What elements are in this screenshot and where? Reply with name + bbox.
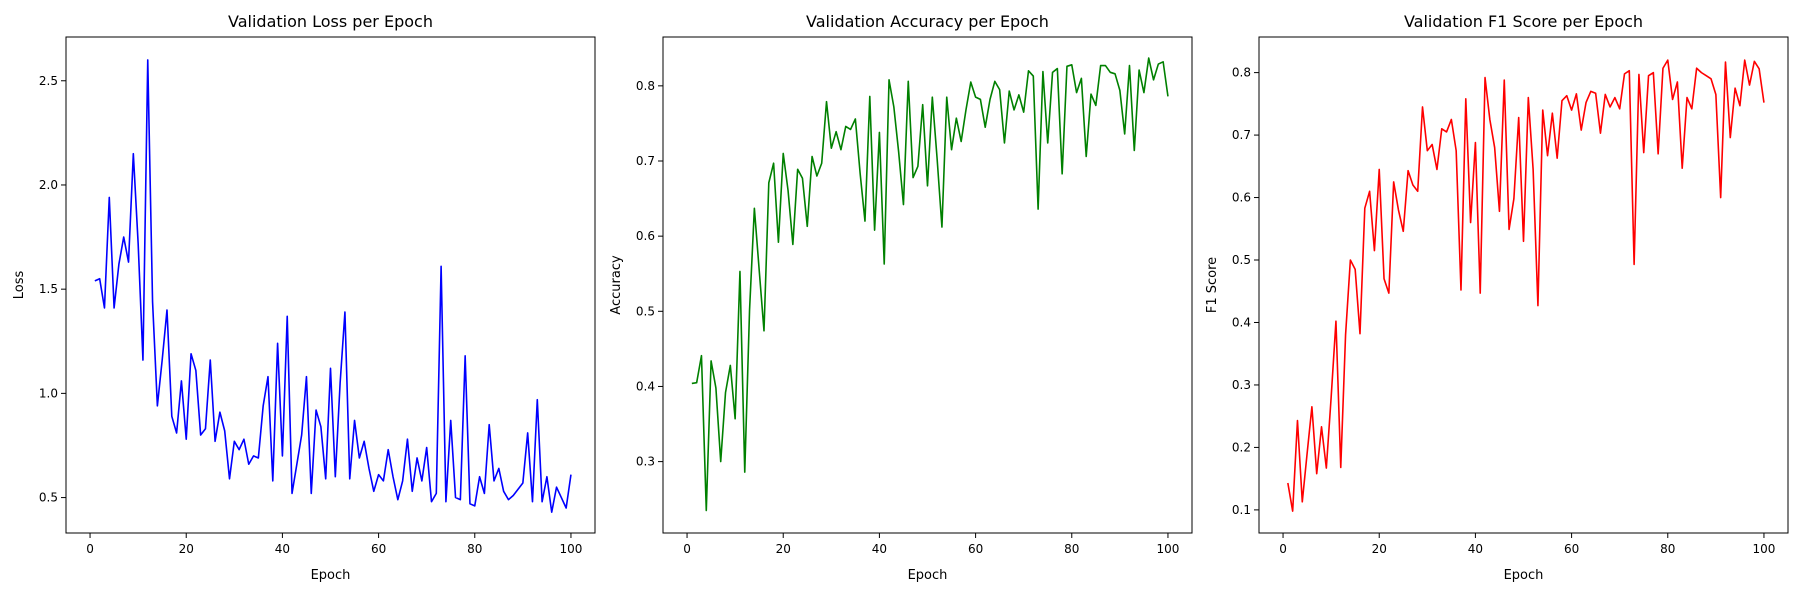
plot-frame	[662, 36, 1193, 534]
y-tick-label: 0.4	[1232, 315, 1251, 329]
x-tick-label: 100	[1157, 542, 1180, 556]
x-tick-label: 80	[467, 542, 482, 556]
x-tick-label: 80	[1064, 542, 1079, 556]
y-tick-label: 0.2	[1232, 440, 1251, 454]
x-tick-label: 100	[560, 542, 583, 556]
plot-frame	[65, 36, 596, 534]
plot-frame	[1258, 36, 1789, 534]
x-axis-label: Epoch	[1504, 568, 1544, 583]
x-tick-label: 100	[1753, 542, 1776, 556]
y-tick-label: 2.0	[39, 178, 58, 192]
subplot-1: Validation Loss per Epoch Epoch Loss 0 20 40 6…	[12, 12, 596, 583]
series-line	[691, 57, 1169, 512]
subplot-2: Validation Accuracy per Epoch Epoch Accura…	[609, 12, 1193, 583]
chart-title: Validation Loss per Epoch	[228, 12, 433, 31]
chart-title: Validation Accuracy per Epoch	[806, 12, 1049, 31]
x-tick-label: 20	[1372, 542, 1387, 556]
x-tick-label: 0	[86, 542, 94, 556]
x-tick-label: 40	[872, 542, 887, 556]
x-tick-label: 40	[275, 542, 290, 556]
y-tick-label: 2.5	[39, 74, 58, 88]
y-tick-label: 0.8	[636, 79, 655, 93]
chart-title: Validation F1 Score per Epoch	[1404, 12, 1643, 31]
x-axis-label: Epoch	[311, 568, 351, 583]
x-tick-label: 20	[776, 542, 791, 556]
y-tick-label: 0.5	[636, 304, 655, 318]
x-tick-label: 80	[1660, 542, 1675, 556]
y-tick-label: 1.5	[39, 282, 58, 296]
y-tick-label: 0.7	[1232, 128, 1251, 142]
y-tick-label: 0.5	[1232, 253, 1251, 267]
y-tick-label: 0.7	[636, 154, 655, 168]
series-line	[1287, 59, 1765, 512]
y-tick-label: 0.8	[1232, 66, 1251, 80]
y-tick-label: 0.1	[1232, 503, 1251, 517]
series-line	[94, 59, 572, 513]
y-axis-label: Accuracy	[609, 255, 624, 315]
y-tick-label: 0.5	[39, 491, 58, 505]
x-tick-label: 0	[1279, 542, 1287, 556]
x-tick-label: 20	[179, 542, 194, 556]
y-tick-label: 1.0	[39, 386, 58, 400]
x-axis-label: Epoch	[908, 568, 948, 583]
x-tick-label: 60	[968, 542, 983, 556]
subplot-3: Validation F1 Score per Epoch Epoch F1 Sco…	[1205, 12, 1789, 583]
y-tick-label: 0.6	[636, 229, 655, 243]
y-tick-label: 0.6	[1232, 191, 1251, 205]
y-tick-label: 0.3	[1232, 378, 1251, 392]
x-tick-label: 60	[371, 542, 386, 556]
y-axis-label: Loss	[12, 271, 27, 300]
y-tick-label: 0.4	[636, 379, 655, 393]
x-tick-label: 60	[1564, 542, 1579, 556]
x-tick-label: 0	[683, 542, 691, 556]
x-tick-label: 40	[1468, 542, 1483, 556]
y-axis-label: F1 Score	[1205, 257, 1220, 313]
y-tick-label: 0.3	[636, 455, 655, 469]
